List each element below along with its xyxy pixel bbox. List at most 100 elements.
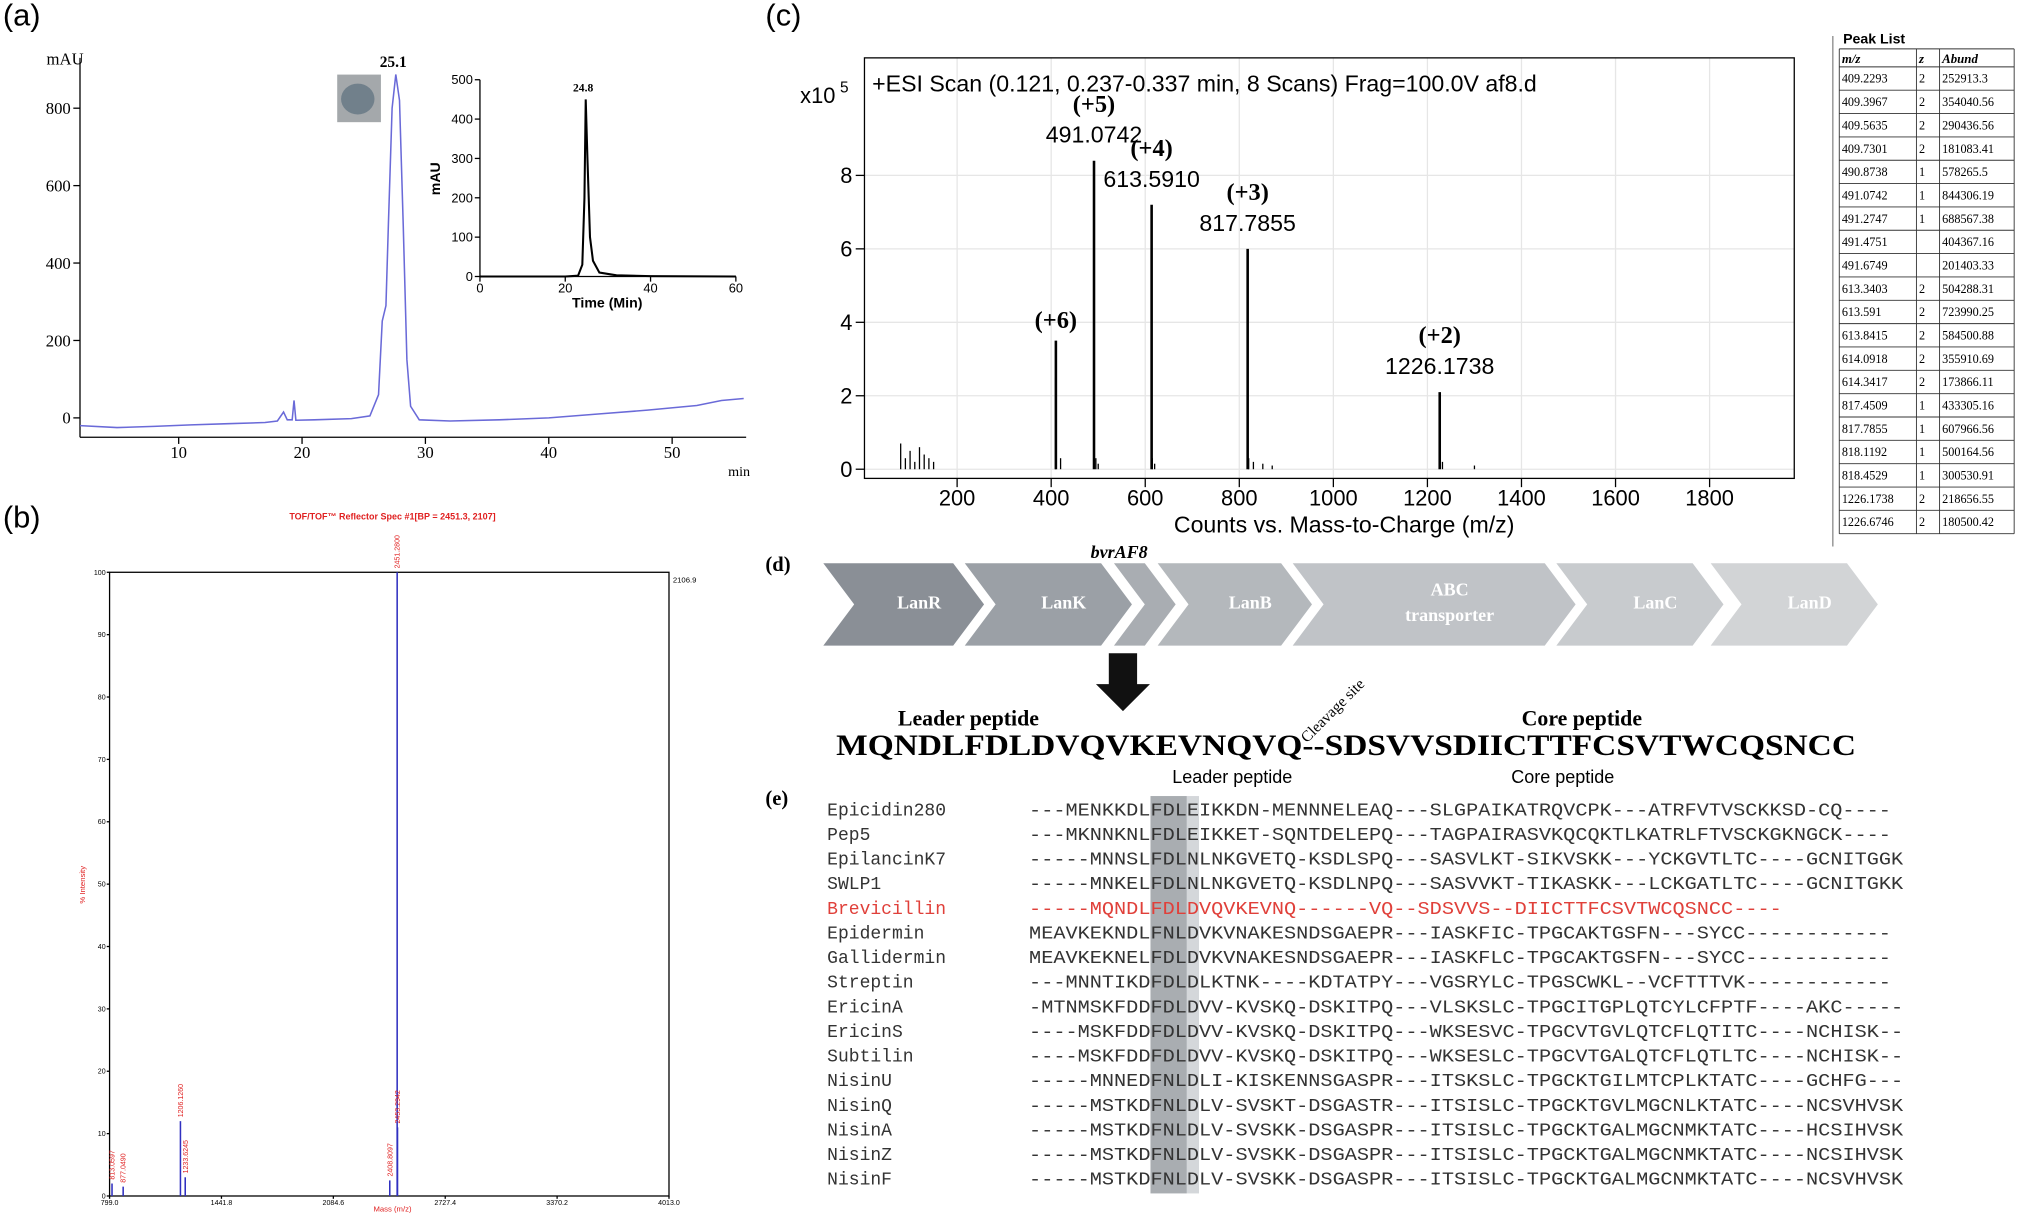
charge-label: (+2) bbox=[1419, 322, 1461, 349]
charge-label: (+4) bbox=[1130, 135, 1172, 162]
table-cell: 355910.69 bbox=[1942, 352, 1994, 366]
x-tick-label: 1800 bbox=[1685, 486, 1734, 511]
table-cell: 818.4529 bbox=[1842, 469, 1888, 483]
peak-label: 2408.8097 bbox=[387, 1143, 394, 1176]
table-cell: 607966.56 bbox=[1942, 422, 1994, 436]
table-cell: 1 bbox=[1919, 212, 1925, 226]
x-tick-label: 1441.8 bbox=[211, 1200, 233, 1207]
sequence: ----MSKFDDFDLDVV-KVSKQ-DSKITPQ---WKSESVC… bbox=[1029, 1023, 1903, 1043]
x-tick-label: 0 bbox=[476, 281, 483, 296]
x-tick-label: 1000 bbox=[1309, 486, 1358, 511]
chart-title: TOF/TOF™ Reflector Spec #1[BP = 2451.3, … bbox=[289, 512, 495, 522]
y-axis-label: mAU bbox=[427, 162, 443, 195]
y-tick-label: 400 bbox=[46, 254, 71, 273]
table-cell: 252913.3 bbox=[1942, 72, 1988, 86]
x-axis-label: Time (Min) bbox=[572, 294, 642, 310]
sequence: -----MSTKDFNLDLV-SVSKT-DSGASTR---ITSISLC… bbox=[1029, 1097, 1903, 1117]
gene-label-wrap: LanK bbox=[996, 563, 1132, 645]
table-cell: 504288.31 bbox=[1942, 282, 1994, 296]
y-tick-label: 200 bbox=[451, 190, 472, 205]
x-tick-label: 800 bbox=[1221, 486, 1257, 511]
peak-label: 1226.1738 bbox=[1385, 353, 1494, 379]
sequence: -----MNKELFDLNLNKGVETQ-KSDLNPQ---SASVVKT… bbox=[1029, 875, 1903, 895]
table-cell: 1226.1738 bbox=[1842, 492, 1894, 506]
x-tick-label: 40 bbox=[643, 281, 657, 296]
x-tick-label: 2727.4 bbox=[434, 1200, 456, 1207]
x-tick-label: 20 bbox=[558, 281, 572, 296]
table-cell: 1 bbox=[1919, 422, 1925, 436]
table-header: Abund bbox=[1941, 52, 1978, 66]
x-tick-label: 1400 bbox=[1497, 486, 1546, 511]
table-cell: 2 bbox=[1919, 305, 1925, 319]
y-tick-label: 70 bbox=[98, 757, 106, 764]
table-cell: 818.1192 bbox=[1842, 445, 1887, 459]
x-tick-label: 1200 bbox=[1403, 486, 1452, 511]
target-gene-label: bvrAF8 bbox=[1091, 542, 1148, 562]
table-cell: 491.4751 bbox=[1842, 235, 1888, 249]
table-cell: 2 bbox=[1919, 352, 1925, 366]
sequence: -----MNNSLFDLNLNKGVETQ-KSDLSPQ---SASVLKT… bbox=[1029, 851, 1903, 871]
gene-label-wrap: LanC bbox=[1587, 563, 1723, 645]
x-tick-label: 400 bbox=[1033, 486, 1069, 511]
y-tick-label: 600 bbox=[46, 176, 71, 195]
sequence-name: Epidermin bbox=[827, 924, 924, 944]
charge-label: (+6) bbox=[1035, 307, 1077, 334]
peak-label: 2451.2800 bbox=[395, 535, 402, 568]
gene-arrow bbox=[1292, 563, 1576, 646]
table-cell: 2 bbox=[1919, 282, 1925, 296]
sequence-name: Gallidermin bbox=[827, 949, 946, 969]
y-tick-label: 0 bbox=[840, 457, 852, 482]
gene-label-box: ABC transporter bbox=[1405, 581, 1494, 626]
sequence: ---MKNNKNLFDLEIKKET-SQNTDELEPQ---TAGPAIR… bbox=[1029, 826, 1891, 846]
table-cell: 409.5635 bbox=[1842, 118, 1888, 132]
table-header: z bbox=[1918, 52, 1924, 66]
table-cell: 688567.38 bbox=[1942, 212, 1994, 226]
peak-label: 817.7855 bbox=[1199, 210, 1295, 236]
table-cell: 409.3967 bbox=[1842, 95, 1888, 109]
peak-label: 25.1 bbox=[380, 54, 407, 71]
table-cell: 173866.11 bbox=[1942, 375, 1993, 389]
table-cell: 180500.42 bbox=[1942, 515, 1994, 529]
gene-label: LanD bbox=[1787, 594, 1832, 614]
gene-arrow bbox=[1113, 563, 1176, 646]
table-cell: 2 bbox=[1919, 95, 1925, 109]
table-cell: 1 bbox=[1919, 188, 1925, 202]
down-arrow bbox=[1095, 653, 1150, 712]
peak-label: 1206.1260 bbox=[178, 1084, 185, 1117]
peak-label: 491.0742 bbox=[1046, 122, 1142, 148]
sequence: -----MSTKDFNLDLV-SVSKK-DSGASPR---ITSISLC… bbox=[1029, 1146, 1903, 1166]
y-tick-label: 4 bbox=[840, 310, 852, 335]
y-tick-label: 60 bbox=[98, 819, 106, 826]
table-cell: 290436.56 bbox=[1942, 118, 1994, 132]
x-unit: min bbox=[728, 464, 750, 480]
annotation: 2106.9 bbox=[673, 576, 697, 585]
sequence: -----MNNEDFNLDLI-KISKENNSGASPR---ITSKSLC… bbox=[1029, 1072, 1903, 1092]
x-tick-label: 600 bbox=[1127, 486, 1163, 511]
peptide-sequence: MQNDLFDLDVQVKEVNQVQ--SDSVVSDIICTTFCSVTWC… bbox=[836, 730, 1856, 762]
table-cell: 354040.56 bbox=[1942, 95, 1994, 109]
panel-label: (e) bbox=[765, 788, 788, 810]
x-axis-label: Mass (m/z) bbox=[373, 1204, 412, 1213]
gene-label: LanK bbox=[1041, 594, 1087, 614]
peak-label: 813.0597 bbox=[110, 1150, 117, 1180]
y-tick-label: 6 bbox=[840, 237, 852, 262]
panel-label: (a) bbox=[3, 0, 41, 33]
sequence: MEAVKEKNDLFNLDVKVNAKESNDSGAEPR---IASKFIC… bbox=[1029, 924, 1891, 944]
table-cell: 491.0742 bbox=[1842, 188, 1888, 202]
gene-label-box: LanR bbox=[897, 594, 941, 613]
plot-frame bbox=[863, 57, 1795, 480]
table-cell: 578265.5 bbox=[1942, 165, 1988, 179]
table-cell: 614.0918 bbox=[1842, 352, 1888, 366]
y-tick-label: 40 bbox=[98, 944, 106, 951]
table-cell: 613.591 bbox=[1842, 305, 1882, 319]
x-tick-label: 60 bbox=[729, 281, 743, 296]
gene-arrow bbox=[823, 563, 985, 646]
gene-label-wrap: LanD bbox=[1742, 563, 1878, 645]
y-tick-label: 50 bbox=[98, 882, 106, 889]
gene-arrow bbox=[964, 563, 1132, 646]
table-cell: 2 bbox=[1919, 492, 1925, 506]
table-cell: 613.3403 bbox=[1842, 282, 1888, 296]
gene-arrow bbox=[1157, 563, 1312, 646]
conserved-column bbox=[1150, 796, 1187, 1194]
